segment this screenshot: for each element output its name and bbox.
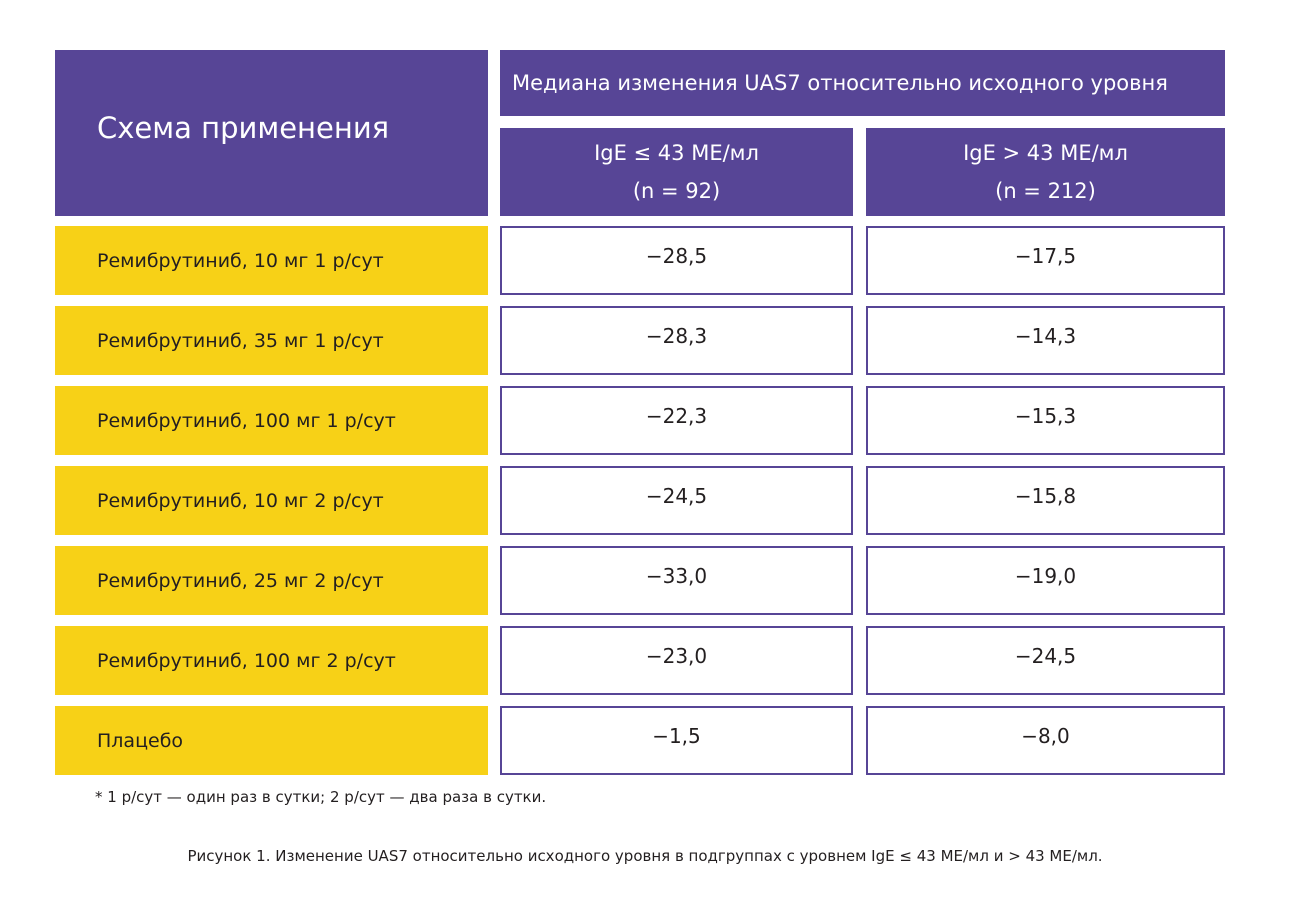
high-ige-value-cell-text: −17,5 [1014, 243, 1077, 268]
low-ige-value-cell: −23,0 [500, 626, 853, 695]
column-label: IgE ≤ 43 МЕ/мл [594, 141, 759, 165]
low-ige-value-cell-text: −28,3 [645, 323, 708, 348]
scheme-cell-text: Ремибрутиниб, 100 мг 2 р/сут [97, 649, 396, 672]
high-ige-value-cell: −14,3 [866, 306, 1225, 375]
column-n: (n = 212) [995, 179, 1096, 203]
scheme-header: Схема применения [55, 50, 488, 216]
group-header: Медиана изменения UAS7 относительно исхо… [500, 50, 1225, 116]
column-header-high-ige: IgE > 43 МЕ/мл (n = 212) [866, 128, 1225, 216]
low-ige-value-cell: −24,5 [500, 466, 853, 535]
column-n: (n = 92) [632, 179, 721, 203]
scheme-cell-text: Ремибрутиниб, 35 мг 1 р/сут [97, 329, 384, 352]
figure-caption: Рисунок 1. Изменение UAS7 относительно и… [187, 847, 1103, 865]
high-ige-value-cell: −15,8 [866, 466, 1225, 535]
scheme-cell: Ремибрутиниб, 10 мг 2 р/сут [55, 466, 488, 535]
high-ige-value-cell-text: −19,0 [1014, 563, 1077, 588]
high-ige-value-cell-text: −14,3 [1014, 323, 1077, 348]
high-ige-value-cell: −24,5 [866, 626, 1225, 695]
high-ige-value-cell: −8,0 [866, 706, 1225, 775]
low-ige-value-cell-text: −22,3 [645, 403, 708, 428]
low-ige-value-cell-text: −23,0 [645, 643, 708, 668]
low-ige-value-cell: −28,5 [500, 226, 853, 295]
group-header-label: Медиана изменения UAS7 относительно исхо… [512, 71, 1168, 95]
scheme-cell-text: Ремибрутиниб, 10 мг 2 р/сут [97, 489, 384, 512]
high-ige-value-cell: −15,3 [866, 386, 1225, 455]
footnote: * 1 р/сут — один раз в сутки; 2 р/сут — … [95, 788, 547, 806]
scheme-cell: Ремибрутиниб, 35 мг 1 р/сут [55, 306, 488, 375]
low-ige-value-cell: −22,3 [500, 386, 853, 455]
high-ige-value-cell-text: −15,3 [1014, 403, 1077, 428]
scheme-cell-text: Ремибрутиниб, 100 мг 1 р/сут [97, 409, 396, 432]
low-ige-value-cell-text: −1,5 [652, 723, 701, 748]
low-ige-value-cell: −28,3 [500, 306, 853, 375]
high-ige-value-cell-text: −15,8 [1014, 483, 1077, 508]
scheme-cell-text: Плацебо [97, 729, 184, 752]
high-ige-value-cell: −17,5 [866, 226, 1225, 295]
high-ige-value-cell-text: −8,0 [1021, 723, 1070, 748]
scheme-header-label: Схема применения [97, 111, 390, 145]
low-ige-value-cell: −33,0 [500, 546, 853, 615]
scheme-cell: Плацебо [55, 706, 488, 775]
scheme-cell-text: Ремибрутиниб, 10 мг 1 р/сут [97, 249, 384, 272]
column-header-low-ige: IgE ≤ 43 МЕ/мл (n = 92) [500, 128, 853, 216]
low-ige-value-cell-text: −28,5 [645, 243, 708, 268]
column-label: IgE > 43 МЕ/мл [963, 141, 1128, 165]
low-ige-value-cell-text: −33,0 [645, 563, 708, 588]
low-ige-value-cell-text: −24,5 [645, 483, 708, 508]
scheme-cell: Ремибрутиниб, 100 мг 2 р/сут [55, 626, 488, 695]
scheme-cell: Ремибрутиниб, 25 мг 2 р/сут [55, 546, 488, 615]
scheme-cell: Ремибрутиниб, 100 мг 1 р/сут [55, 386, 488, 455]
scheme-cell: Ремибрутиниб, 10 мг 1 р/сут [55, 226, 488, 295]
scheme-cell-text: Ремибрутиниб, 25 мг 2 р/сут [97, 569, 384, 592]
high-ige-value-cell-text: −24,5 [1014, 643, 1077, 668]
high-ige-value-cell: −19,0 [866, 546, 1225, 615]
low-ige-value-cell: −1,5 [500, 706, 853, 775]
